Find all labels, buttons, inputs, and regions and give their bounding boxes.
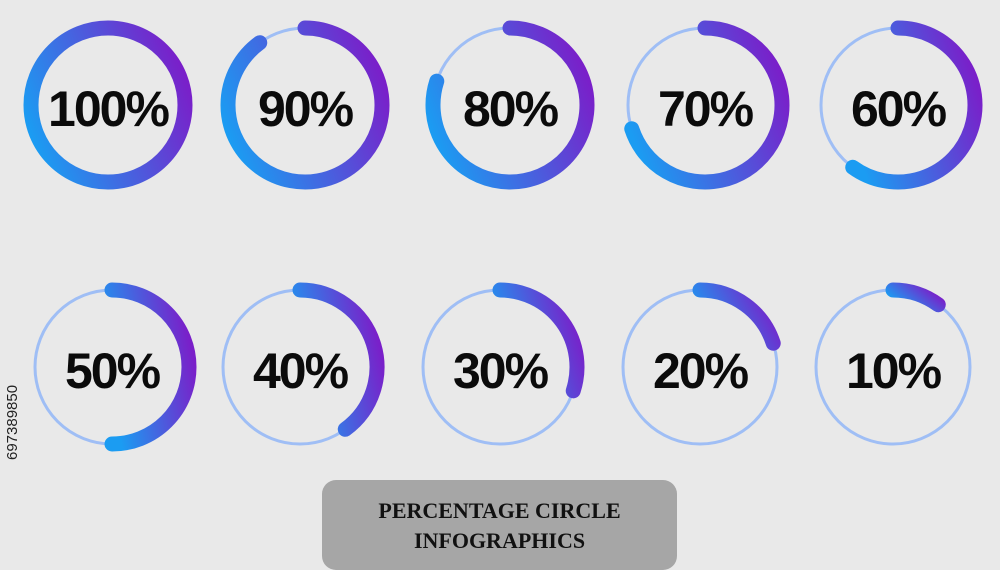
percent-label: 50% bbox=[65, 343, 161, 399]
percent-label: 30% bbox=[453, 343, 549, 399]
progress-arc bbox=[845, 20, 983, 190]
progress-arc bbox=[292, 282, 385, 437]
percent-label: 100% bbox=[48, 81, 169, 137]
percent-label: 10% bbox=[846, 343, 942, 399]
percent-label: 70% bbox=[658, 81, 754, 137]
title-box: PERCENTAGE CIRCLE INFOGRAPHICS bbox=[322, 480, 677, 570]
percent-label: 20% bbox=[653, 343, 749, 399]
progress-arc bbox=[492, 282, 585, 399]
percent-label: 40% bbox=[253, 343, 349, 399]
progress-arc bbox=[220, 20, 390, 190]
percent-label: 80% bbox=[463, 81, 559, 137]
progress-arc bbox=[104, 282, 197, 452]
progress-arc bbox=[425, 20, 595, 190]
progress-arc bbox=[23, 20, 193, 190]
progress-arc bbox=[624, 20, 790, 190]
percent-label: 60% bbox=[851, 81, 947, 137]
progress-arc bbox=[885, 282, 946, 313]
percent-label: 90% bbox=[258, 81, 354, 137]
progress-arc bbox=[692, 282, 781, 351]
chart-title: PERCENTAGE CIRCLE INFOGRAPHICS bbox=[378, 498, 621, 553]
side-text: 697389850 bbox=[4, 384, 21, 460]
